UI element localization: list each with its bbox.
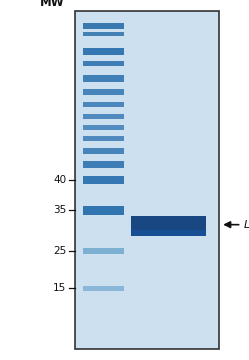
Bar [83, 248, 124, 254]
Bar [83, 32, 124, 36]
Bar [83, 286, 124, 291]
Bar [83, 23, 124, 29]
Bar [83, 76, 124, 81]
Bar [131, 230, 206, 236]
Bar [83, 102, 124, 107]
Bar [83, 89, 124, 95]
Bar [83, 136, 124, 141]
Text: 25: 25 [53, 246, 66, 256]
Text: 15: 15 [53, 283, 66, 293]
Bar [83, 60, 124, 66]
Bar [83, 48, 124, 55]
Bar [75, 11, 219, 349]
Bar [83, 206, 124, 215]
Bar [83, 114, 124, 119]
Bar [83, 148, 124, 154]
Text: 35: 35 [53, 206, 66, 215]
Bar [83, 125, 124, 130]
Text: LIF: LIF [244, 220, 249, 230]
Bar [83, 176, 124, 184]
Text: 40: 40 [53, 175, 66, 185]
Text: MW: MW [40, 0, 65, 9]
Bar [83, 161, 124, 168]
Bar [131, 216, 206, 236]
